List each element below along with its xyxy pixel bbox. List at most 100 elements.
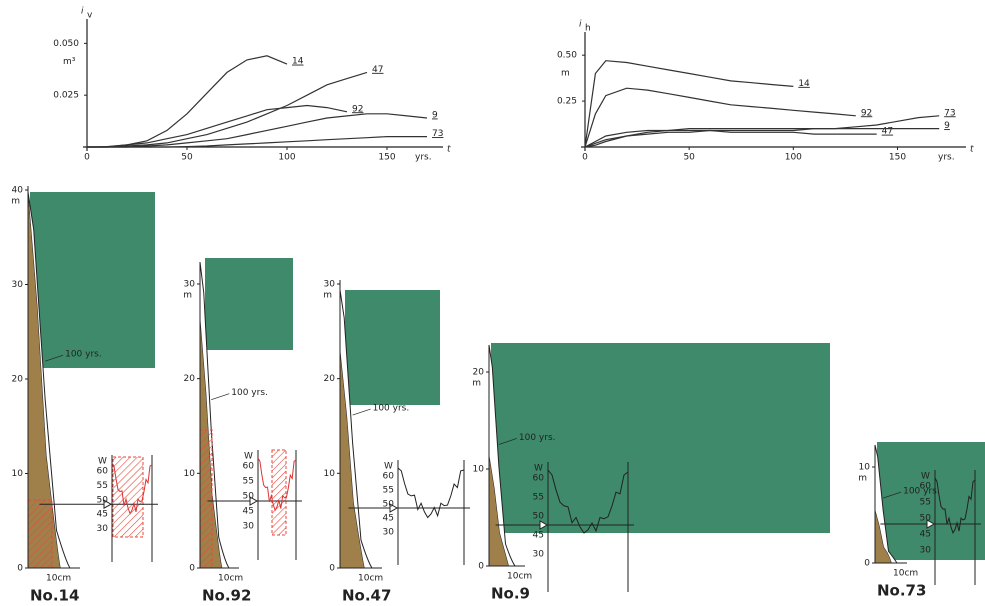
y-tick-label: 20 bbox=[12, 375, 24, 385]
y-tick-label: 0.25 bbox=[557, 97, 577, 107]
series-label: 14 bbox=[292, 57, 304, 67]
series-label: 47 bbox=[372, 65, 383, 75]
density-curve bbox=[398, 468, 464, 518]
panel-label: No.14 bbox=[30, 587, 79, 605]
age-leader bbox=[211, 394, 229, 400]
w-tick-label: 55 bbox=[243, 477, 254, 487]
x-tick-label: 100 bbox=[785, 153, 802, 163]
y-unit: m bbox=[561, 69, 570, 79]
unit-label: m bbox=[11, 197, 20, 207]
series-line bbox=[87, 114, 427, 147]
series-label: 73 bbox=[944, 108, 955, 118]
y-tick-label: 0 bbox=[189, 564, 195, 574]
series-label: 14 bbox=[798, 79, 810, 89]
crown bbox=[877, 442, 985, 560]
figure: ivm³yrs.t0.0500.025050100150144792973ihm… bbox=[0, 0, 985, 606]
x-axis-label: t bbox=[970, 145, 974, 155]
w-label: W bbox=[98, 457, 107, 467]
x-tick-label: 150 bbox=[889, 153, 906, 163]
x-tick-label: 50 bbox=[181, 153, 193, 163]
hatched-zone bbox=[200, 430, 212, 568]
panel-label: No.47 bbox=[342, 587, 391, 605]
hatched-zone bbox=[28, 500, 52, 568]
x-tick-label: 0 bbox=[84, 153, 90, 163]
w-tick-label: 45 bbox=[97, 510, 108, 520]
series-label: 92 bbox=[861, 108, 872, 118]
w-tick-label: 60 bbox=[97, 467, 109, 477]
y-tick-label: 40 bbox=[12, 186, 24, 196]
series-line bbox=[87, 72, 367, 147]
y-axis-label-sub: v bbox=[87, 11, 93, 21]
y-tick-label: 10 bbox=[184, 469, 196, 479]
scale-label: 10cm bbox=[507, 572, 532, 582]
w-tick-label: 50 bbox=[97, 495, 109, 505]
x-tick-label: 0 bbox=[582, 153, 588, 163]
series-line bbox=[585, 131, 877, 148]
y-tick-label: 0 bbox=[329, 564, 335, 574]
y-tick-label: 10 bbox=[473, 465, 485, 475]
w-tick-label: 50 bbox=[533, 512, 545, 522]
unit-label: m bbox=[472, 379, 481, 389]
scale-label: 10cm bbox=[893, 569, 918, 579]
x-unit: yrs. bbox=[938, 153, 955, 163]
w-label: W bbox=[921, 472, 930, 482]
hatched-zone bbox=[113, 457, 143, 537]
w-tick-label: 45 bbox=[533, 531, 544, 541]
w-label: W bbox=[244, 452, 253, 462]
w-tick-label: 55 bbox=[97, 481, 108, 491]
w-label: W bbox=[534, 464, 543, 474]
age-label: 100 yrs. bbox=[231, 388, 268, 398]
w-tick-label: 55 bbox=[533, 493, 544, 503]
x-tick-label: 50 bbox=[683, 153, 695, 163]
series-label: 92 bbox=[352, 104, 363, 114]
y-tick-label: 0 bbox=[17, 564, 23, 574]
x-tick-label: 100 bbox=[278, 153, 295, 163]
crown bbox=[30, 192, 155, 368]
y-tick-label: 10 bbox=[12, 469, 24, 479]
w-tick-label: 45 bbox=[383, 514, 394, 524]
w-tick-label: 45 bbox=[243, 507, 254, 517]
hatched-zone bbox=[272, 450, 286, 535]
y-tick-label: 10 bbox=[324, 469, 336, 479]
w-tick-label: 50 bbox=[920, 514, 932, 524]
series-line bbox=[87, 56, 287, 147]
x-unit: yrs. bbox=[415, 153, 432, 163]
y-tick-label: 0.025 bbox=[53, 91, 79, 101]
x-tick-label: 150 bbox=[378, 153, 395, 163]
age-leader bbox=[353, 409, 371, 415]
series-label: 73 bbox=[432, 129, 443, 139]
scale-label: 10cm bbox=[46, 574, 71, 584]
y-tick-label: 30 bbox=[12, 280, 24, 290]
y-axis-label-sub: h bbox=[585, 24, 591, 34]
w-label: W bbox=[384, 462, 393, 472]
y-tick-label: 0.050 bbox=[53, 39, 79, 49]
panel-label: No.9 bbox=[491, 585, 530, 603]
series-line bbox=[585, 88, 856, 147]
unit-label: m bbox=[323, 291, 332, 301]
unit-label: m bbox=[183, 291, 192, 301]
age-label: 100 yrs. bbox=[519, 433, 556, 443]
w-tick-label: 55 bbox=[920, 498, 931, 508]
w-tick-label: 30 bbox=[920, 546, 932, 556]
age-label: 100 yrs. bbox=[65, 350, 102, 360]
y-tick-label: 20 bbox=[324, 374, 336, 384]
y-tick-label: 0 bbox=[864, 559, 870, 569]
y-tick-label: 30 bbox=[184, 280, 196, 290]
w-tick-label: 30 bbox=[533, 550, 545, 560]
y-tick-label: 0.50 bbox=[557, 51, 577, 61]
y-tick-label: 0 bbox=[478, 562, 484, 572]
y-axis-label: i bbox=[81, 7, 84, 17]
w-tick-label: 50 bbox=[243, 492, 255, 502]
w-tick-label: 30 bbox=[97, 524, 109, 534]
panel-label: No.73 bbox=[877, 582, 926, 600]
w-tick-label: 45 bbox=[920, 530, 931, 540]
y-axis-label: i bbox=[579, 20, 582, 30]
y-tick-label: 20 bbox=[184, 374, 196, 384]
page: ivm³yrs.t0.0500.025050100150144792973ihm… bbox=[0, 0, 985, 606]
scale-label: 10cm bbox=[218, 574, 243, 584]
w-tick-label: 30 bbox=[383, 528, 395, 538]
scale-label: 10cm bbox=[358, 574, 383, 584]
series-label: 9 bbox=[944, 121, 950, 131]
w-tick-label: 55 bbox=[383, 486, 394, 496]
y-unit: m³ bbox=[63, 57, 76, 67]
